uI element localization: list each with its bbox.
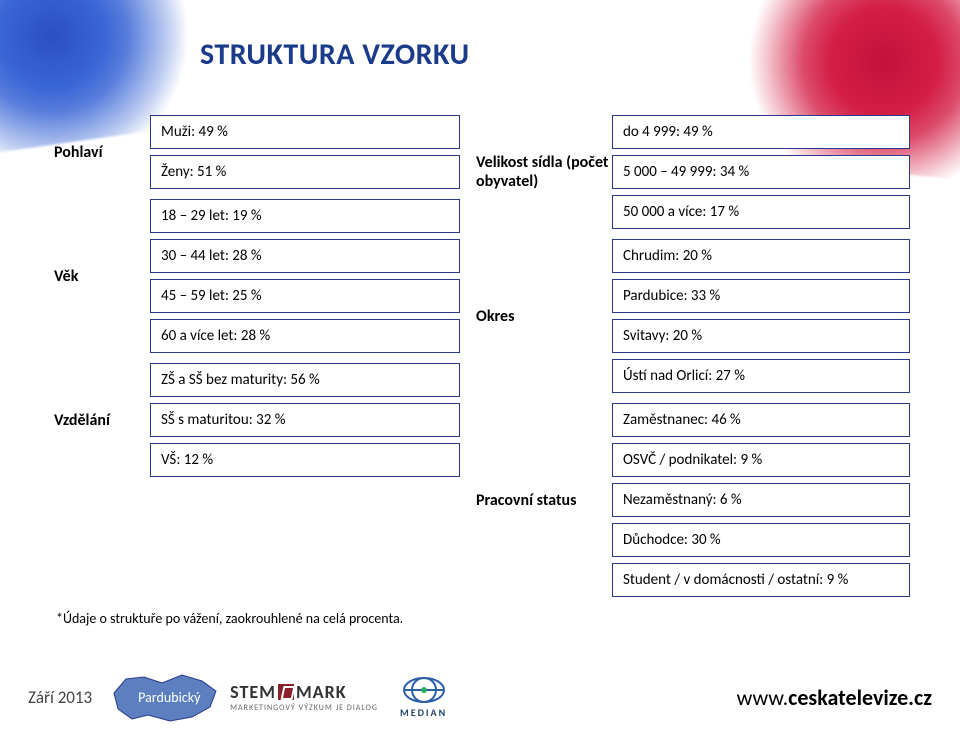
left-block: Věk18 – 29 let: 19 % 30 – 44 let: 28 % 45 …: [50, 199, 460, 353]
stemmark-sub: MARKETINGOVÝ VÝZKUM JE DIALOG: [230, 703, 378, 713]
data-cell: Chrudim: 20 %: [612, 239, 910, 273]
data-cell: Pardubice: 33 %: [612, 279, 910, 313]
block-cells: ZŠ a SŠ bez maturity: 56 % SŠ s maturitou…: [150, 363, 460, 477]
footer-left-group: Září 2013 Pardubický STEM MARK MARKETING…: [28, 671, 447, 723]
block-label: Pohlaví: [50, 115, 150, 189]
left-column: PohlavíMuži: 49 %Ženy: 51 %Věk18 – 29 le…: [50, 115, 460, 597]
data-cell: 5 000 – 49 999: 34 %: [612, 155, 910, 189]
stemmark-mark-icon: [278, 684, 294, 700]
data-cell: Ústí nad Orlicí: 27 %: [612, 359, 910, 393]
right-column: Velikost sídla (počet obyvatel)do 4 999:…: [472, 115, 910, 597]
block-label: Pracovní status: [472, 403, 612, 597]
block-cells: Chrudim: 20 % Pardubice: 33 % Svitavy: 20 …: [612, 239, 910, 393]
footer-logos: STEM MARK MARKETINGOVÝ VÝZKUM JE DIALOG …: [230, 676, 447, 719]
data-cell: OSVČ / podnikatel: 9 %: [612, 443, 910, 477]
data-cell: Muži: 49 %: [150, 115, 460, 149]
data-cell: Nezaměstnaný: 6 %: [612, 483, 910, 517]
block-label: Okres: [472, 239, 612, 393]
data-cell: 30 – 44 let: 28 %: [150, 239, 460, 273]
content-grid: PohlavíMuži: 49 %Ženy: 51 %Věk18 – 29 le…: [50, 115, 910, 597]
data-cell: Zaměstnanec: 46 %: [612, 403, 910, 437]
block-label: Věk: [50, 199, 150, 353]
data-cell: Svitavy: 20 %: [612, 319, 910, 353]
page-footer: Září 2013 Pardubický STEM MARK MARKETING…: [0, 667, 960, 727]
data-cell: Student / v domácnosti / ostatní: 9 %: [612, 563, 910, 597]
data-cell: ZŠ a SŠ bez maturity: 56 %: [150, 363, 460, 397]
stemmark-text-2: MARK: [296, 681, 347, 703]
block-cells: do 4 999: 49 % 5 000 – 49 999: 34 % 50 000…: [612, 115, 910, 229]
footer-date: Září 2013: [28, 687, 92, 708]
data-cell: 60 a více let: 28 %: [150, 319, 460, 353]
footer-url-www: www.: [737, 684, 789, 711]
data-cell: 50 000 a více: 17 %: [612, 195, 910, 229]
data-cell: Ženy: 51 %: [150, 155, 460, 189]
block-cells: 18 – 29 let: 19 % 30 – 44 let: 28 % 45 – 5…: [150, 199, 460, 353]
data-cell: Důchodce: 30 %: [612, 523, 910, 557]
left-block: VzděláníZŠ a SŠ bez maturity: 56 % SŠ s m…: [50, 363, 460, 477]
median-logo: MEDIAN: [400, 676, 447, 719]
median-label: MEDIAN: [400, 706, 447, 719]
page-title: STRUKTURA VZORKU: [200, 36, 470, 73]
block-label: Velikost sídla (počet obyvatel): [472, 115, 612, 229]
data-cell: do 4 999: 49 %: [612, 115, 910, 149]
left-block: PohlavíMuži: 49 % Ženy: 51 %: [50, 115, 460, 189]
block-cells: Zaměstnanec: 46 % OSVČ / podnikatel: 9 % N…: [612, 403, 910, 597]
right-block: Pracovní statusZaměstnanec: 46 % OSVČ / p…: [472, 403, 910, 597]
data-cell: 45 – 59 let: 25 %: [150, 279, 460, 313]
footer-url-domain: ceskatelevize.cz: [788, 684, 932, 711]
footer-url: www.ceskatelevize.cz: [737, 684, 932, 711]
stemmark-text-1: STEM: [230, 681, 276, 703]
right-block: Velikost sídla (počet obyvatel)do 4 999:…: [472, 115, 910, 229]
footnote-text: *Údaje o struktuře po vážení, zaokrouhle…: [56, 610, 403, 627]
data-cell: 18 – 29 let: 19 %: [150, 199, 460, 233]
block-cells: Muži: 49 % Ženy: 51 %: [150, 115, 460, 189]
region-map-icon: Pardubický: [108, 671, 220, 723]
data-cell: VŠ: 12 %: [150, 443, 460, 477]
region-label: Pardubický: [138, 689, 200, 706]
stemmark-logo: STEM MARK MARKETINGOVÝ VÝZKUM JE DIALOG: [230, 681, 378, 713]
block-label: Vzdělání: [50, 363, 150, 477]
right-block: OkresChrudim: 20 % Pardubice: 33 % Svitavy…: [472, 239, 910, 393]
data-cell: SŠ s maturitou: 32 %: [150, 403, 460, 437]
